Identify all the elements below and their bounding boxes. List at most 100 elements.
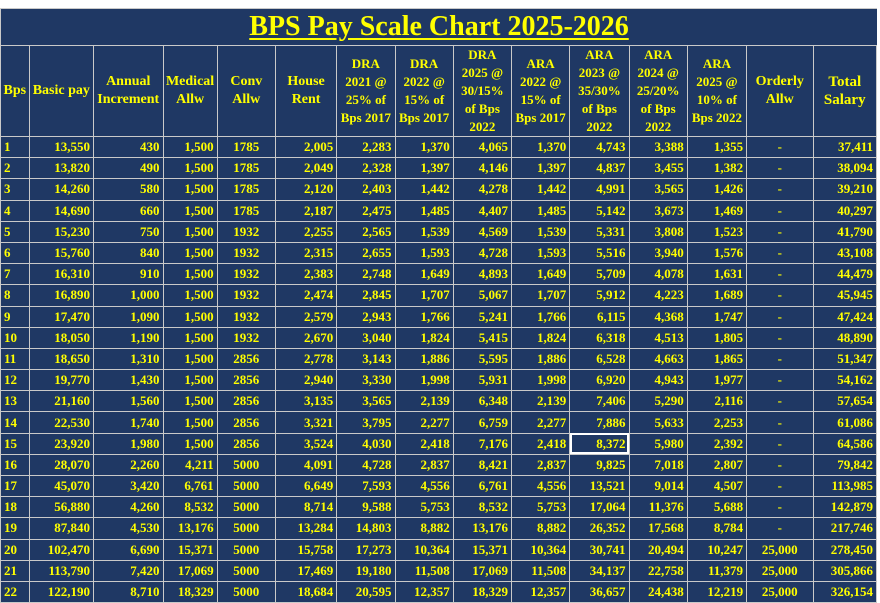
- cell-bps[interactable]: 4: [0, 199, 30, 222]
- cell-basic-pay[interactable]: 16,890: [28, 284, 95, 307]
- header-cell-bps[interactable]: Bps: [0, 45, 30, 137]
- cell-medical-allw[interactable]: 1,500: [162, 432, 218, 455]
- cell-annual-increment[interactable]: 1,740: [93, 411, 164, 434]
- cell-ara-2024[interactable]: 3,808: [628, 220, 688, 243]
- cell-basic-pay[interactable]: 56,880: [28, 496, 95, 519]
- cell-ara-2025[interactable]: 1,747: [686, 305, 748, 328]
- cell-annual-increment[interactable]: 8,710: [93, 580, 164, 603]
- cell-ara-2023[interactable]: 26,352: [569, 517, 630, 540]
- cell-medical-allw[interactable]: 1,500: [162, 411, 218, 434]
- cell-total-salary[interactable]: 44,479: [812, 263, 877, 286]
- cell-dra-2025[interactable]: 17,069: [452, 559, 513, 582]
- cell-annual-increment[interactable]: 660: [93, 199, 164, 222]
- cell-house-rent[interactable]: 2,940: [274, 369, 338, 392]
- header-cell-orderly-allw[interactable]: Orderly Allw: [746, 45, 814, 137]
- cell-dra-2025[interactable]: 8,532: [452, 496, 513, 519]
- cell-dra-2022[interactable]: 1,886: [394, 347, 454, 371]
- cell-ara-2024[interactable]: 17,568: [628, 517, 688, 540]
- cell-bps[interactable]: 8: [0, 284, 30, 307]
- cell-ara-2023[interactable]: 34,137: [569, 559, 630, 582]
- cell-ara-2025[interactable]: 12,219: [686, 580, 748, 603]
- cell-conv-allw[interactable]: 5000: [216, 496, 276, 519]
- cell-orderly-allw[interactable]: -: [746, 220, 814, 243]
- cell-annual-increment[interactable]: 430: [93, 135, 164, 159]
- cell-ara-2023[interactable]: 17,064: [569, 496, 630, 519]
- cell-ara-2025[interactable]: 1,426: [686, 178, 748, 201]
- cell-bps[interactable]: 13: [0, 390, 30, 413]
- cell-annual-increment[interactable]: 490: [93, 157, 164, 180]
- cell-medical-allw[interactable]: 1,500: [162, 305, 218, 328]
- cell-dra-2025[interactable]: 15,371: [452, 538, 513, 561]
- title-cell[interactable]: BPS Pay Scale Chart 2025-2026: [0, 8, 878, 46]
- cell-dra-2021[interactable]: 20,595: [336, 580, 396, 603]
- cell-ara-2022[interactable]: 5,753: [510, 496, 571, 519]
- cell-ara-2022[interactable]: 1,649: [510, 263, 571, 286]
- cell-orderly-allw[interactable]: -: [746, 390, 814, 413]
- cell-total-salary[interactable]: 45,945: [812, 284, 877, 307]
- cell-dra-2022[interactable]: 2,837: [394, 453, 454, 477]
- cell-annual-increment[interactable]: 6,690: [93, 538, 164, 561]
- cell-dra-2022[interactable]: 2,139: [394, 390, 454, 413]
- cell-basic-pay[interactable]: 22,530: [28, 411, 95, 434]
- cell-medical-allw[interactable]: 1,500: [162, 263, 218, 286]
- cell-ara-2023[interactable]: 13,521: [569, 474, 630, 498]
- cell-ara-2023[interactable]: 4,743: [569, 135, 630, 159]
- cell-house-rent[interactable]: 18,684: [274, 580, 338, 603]
- cell-ara-2022[interactable]: 12,357: [510, 580, 571, 603]
- cell-ara-2025[interactable]: 4,507: [686, 474, 748, 498]
- cell-total-salary[interactable]: 61,086: [812, 411, 877, 434]
- cell-medical-allw[interactable]: 1,500: [162, 135, 218, 159]
- cell-total-salary[interactable]: 57,654: [812, 390, 877, 413]
- cell-annual-increment[interactable]: 1,310: [93, 347, 164, 371]
- cell-basic-pay[interactable]: 113,790: [28, 559, 95, 582]
- cell-annual-increment[interactable]: 1,430: [93, 369, 164, 392]
- cell-ara-2022[interactable]: 1,593: [510, 241, 571, 265]
- cell-medical-allw[interactable]: 18,329: [162, 580, 218, 603]
- cell-ara-2023[interactable]: 36,657: [569, 580, 630, 603]
- cell-conv-allw[interactable]: 1932: [216, 305, 276, 328]
- cell-conv-allw[interactable]: 2856: [216, 347, 276, 371]
- cell-ara-2023[interactable]: 5,142: [569, 199, 630, 222]
- cell-orderly-allw[interactable]: -: [746, 263, 814, 286]
- cell-annual-increment[interactable]: 1,980: [93, 432, 164, 455]
- cell-dra-2022[interactable]: 1,998: [394, 369, 454, 392]
- cell-ara-2025[interactable]: 1,631: [686, 263, 748, 286]
- cell-dra-2022[interactable]: 8,882: [394, 517, 454, 540]
- cell-dra-2025[interactable]: 8,421: [452, 453, 513, 477]
- cell-ara-2022[interactable]: 2,277: [510, 411, 571, 434]
- cell-total-salary[interactable]: 39,210: [812, 178, 877, 201]
- cell-bps[interactable]: 9: [0, 305, 30, 328]
- cell-dra-2022[interactable]: 4,556: [394, 474, 454, 498]
- cell-basic-pay[interactable]: 28,070: [28, 453, 95, 477]
- cell-ara-2022[interactable]: 2,837: [510, 453, 571, 477]
- cell-bps[interactable]: 7: [0, 263, 30, 286]
- cell-annual-increment[interactable]: 750: [93, 220, 164, 243]
- cell-ara-2025[interactable]: 2,392: [686, 432, 748, 455]
- cell-basic-pay[interactable]: 21,160: [28, 390, 95, 413]
- cell-basic-pay[interactable]: 23,920: [28, 432, 95, 455]
- cell-house-rent[interactable]: 6,649: [274, 474, 338, 498]
- cell-ara-2024[interactable]: 4,078: [628, 263, 688, 286]
- cell-ara-2023[interactable]: 9,825: [569, 453, 630, 477]
- cell-ara-2024[interactable]: 3,673: [628, 199, 688, 222]
- cell-total-salary[interactable]: 37,411: [812, 135, 877, 159]
- cell-ara-2022[interactable]: 11,508: [510, 559, 571, 582]
- cell-orderly-allw[interactable]: -: [746, 432, 814, 455]
- cell-dra-2021[interactable]: 2,403: [336, 178, 396, 201]
- cell-house-rent[interactable]: 2,187: [274, 199, 338, 222]
- cell-dra-2025[interactable]: 4,569: [452, 220, 513, 243]
- cell-dra-2025[interactable]: 5,415: [452, 326, 513, 349]
- cell-bps[interactable]: 22: [0, 580, 30, 603]
- cell-basic-pay[interactable]: 122,190: [28, 580, 95, 603]
- cell-ara-2025[interactable]: 2,116: [686, 390, 748, 413]
- cell-ara-2022[interactable]: 1,824: [510, 326, 571, 349]
- cell-total-salary[interactable]: 326,154: [812, 580, 877, 603]
- cell-house-rent[interactable]: 4,091: [274, 453, 338, 477]
- cell-ara-2025[interactable]: 10,247: [686, 538, 748, 561]
- cell-house-rent[interactable]: 2,315: [274, 241, 338, 265]
- cell-annual-increment[interactable]: 1,090: [93, 305, 164, 328]
- cell-medical-allw[interactable]: 17,069: [162, 559, 218, 582]
- cell-bps[interactable]: 6: [0, 241, 30, 265]
- cell-orderly-allw[interactable]: 25,000: [746, 559, 814, 582]
- cell-basic-pay[interactable]: 17,470: [28, 305, 95, 328]
